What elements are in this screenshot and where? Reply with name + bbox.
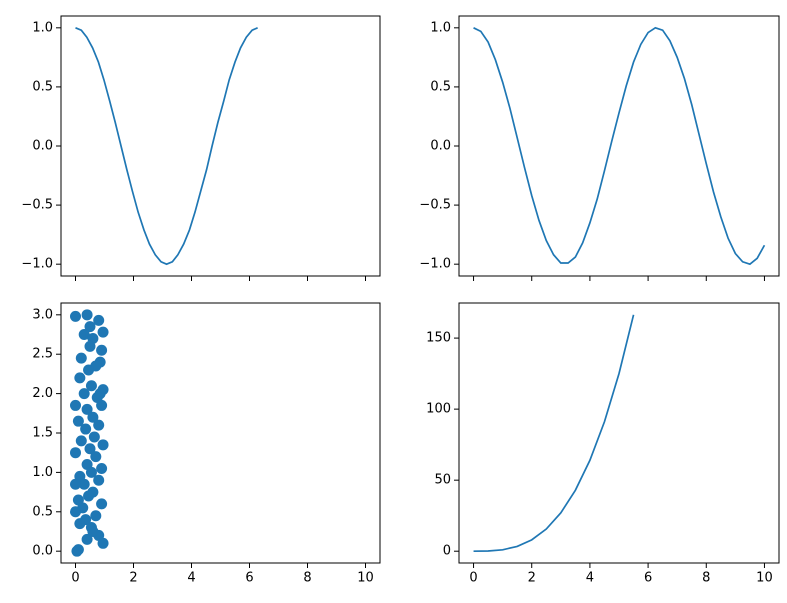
- y-tick-label: 150: [426, 331, 451, 346]
- point: [80, 423, 92, 435]
- point: [94, 388, 106, 400]
- point: [78, 329, 90, 341]
- point: [85, 380, 97, 392]
- y-tick-label: 1.0: [430, 20, 451, 35]
- point: [78, 478, 90, 490]
- point: [85, 466, 97, 478]
- point: [78, 388, 90, 400]
- y-tick-label: 3.0: [32, 307, 53, 322]
- axes-frame: [60, 15, 381, 277]
- point: [71, 545, 83, 557]
- y-tick-label: 1.5: [32, 426, 53, 441]
- y-tick-label: 0: [443, 544, 451, 559]
- point: [81, 403, 93, 415]
- point: [96, 498, 108, 510]
- point: [74, 518, 86, 530]
- y-tick-label: 2.5: [32, 347, 53, 362]
- y-tick-label: 2.0: [32, 386, 53, 401]
- point: [97, 537, 109, 549]
- point: [90, 510, 102, 522]
- line: [473, 26, 766, 266]
- y-tick-label: 0.0: [32, 139, 53, 154]
- point: [83, 490, 95, 502]
- x-tick-label: 10: [357, 571, 374, 586]
- axes-frame: [458, 302, 780, 564]
- point: [70, 506, 81, 518]
- y-tick-label: −0.5: [21, 198, 53, 213]
- x-tick-label: 2: [129, 571, 137, 586]
- x-tick-label: 10: [756, 571, 773, 586]
- x-tick-label: 0: [469, 571, 477, 586]
- y-tick-label: −1.0: [21, 257, 53, 272]
- point: [72, 415, 84, 427]
- x-tick-label: 8: [303, 571, 311, 586]
- point: [74, 372, 86, 384]
- point: [93, 474, 105, 486]
- point: [75, 352, 87, 364]
- y-tick-label: −0.5: [419, 198, 451, 213]
- y-tick-label: 50: [434, 473, 451, 488]
- point: [97, 439, 109, 451]
- y-tick-label: 0.5: [430, 79, 451, 94]
- point: [70, 399, 81, 411]
- axes-frame: [458, 15, 780, 277]
- point: [93, 419, 105, 431]
- point: [84, 340, 96, 352]
- point: [90, 451, 102, 463]
- x-tick-label: 6: [245, 571, 253, 586]
- line: [75, 27, 258, 266]
- y-tick-label: 1.0: [32, 465, 53, 480]
- point: [88, 431, 100, 443]
- x-tick-label: 8: [702, 571, 710, 586]
- x-tick-label: 6: [644, 571, 652, 586]
- x-tick-label: 2: [528, 571, 536, 586]
- y-tick-label: 100: [426, 402, 451, 417]
- point: [97, 326, 109, 338]
- y-tick-label: 0.5: [32, 504, 53, 519]
- point: [93, 314, 105, 326]
- x-tick-label: 4: [187, 571, 195, 586]
- y-tick-label: 0.0: [32, 544, 53, 559]
- axes-frame: [60, 302, 381, 564]
- point: [87, 525, 99, 537]
- line: [473, 314, 635, 553]
- point: [84, 321, 96, 333]
- point: [96, 344, 108, 356]
- point: [96, 399, 108, 411]
- point: [96, 462, 108, 474]
- point: [75, 435, 87, 447]
- point: [70, 447, 81, 459]
- point: [81, 309, 93, 321]
- y-tick-label: 0.0: [430, 139, 451, 154]
- point: [83, 364, 95, 376]
- point: [81, 533, 93, 545]
- point: [87, 411, 99, 423]
- point: [70, 478, 81, 490]
- y-tick-label: 0.5: [32, 79, 53, 94]
- x-tick-label: 0: [71, 571, 79, 586]
- y-tick-label: 1.0: [32, 20, 53, 35]
- y-tick-label: −1.0: [419, 257, 451, 272]
- point: [84, 443, 96, 455]
- point: [70, 310, 81, 322]
- x-tick-label: 4: [586, 571, 594, 586]
